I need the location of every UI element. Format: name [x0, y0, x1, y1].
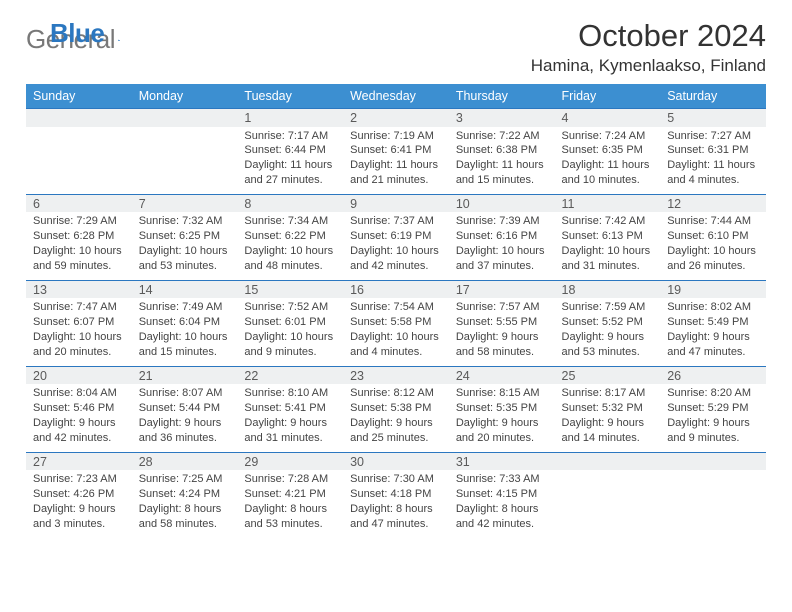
day-info-cell: Sunrise: 7:29 AMSunset: 6:28 PMDaylight:… [26, 212, 132, 280]
calendar-table: SundayMondayTuesdayWednesdayThursdayFrid… [26, 84, 766, 537]
day-info-cell: Sunrise: 8:20 AMSunset: 5:29 PMDaylight:… [660, 384, 766, 452]
day-number-cell: 5 [660, 109, 766, 127]
day-info-cell: Sunrise: 7:49 AMSunset: 6:04 PMDaylight:… [132, 298, 238, 366]
day-info-cell: Sunrise: 7:54 AMSunset: 5:58 PMDaylight:… [343, 298, 449, 366]
day-number-cell: 13 [26, 280, 132, 298]
location: Hamina, Kymenlaakso, Finland [531, 56, 766, 76]
day-number-cell [555, 452, 661, 470]
day-number-cell: 30 [343, 452, 449, 470]
day-number-cell: 6 [26, 194, 132, 212]
day-number-cell: 17 [449, 280, 555, 298]
day-number-row: 6789101112 [26, 194, 766, 212]
day-info-cell: Sunrise: 7:28 AMSunset: 4:21 PMDaylight:… [237, 470, 343, 537]
logo-text-blue: Blue [50, 18, 104, 49]
day-number-cell: 27 [26, 452, 132, 470]
day-info-cell: Sunrise: 8:04 AMSunset: 5:46 PMDaylight:… [26, 384, 132, 452]
day-info-cell: Sunrise: 7:52 AMSunset: 6:01 PMDaylight:… [237, 298, 343, 366]
page-title: October 2024 [531, 18, 766, 54]
day-number-cell: 11 [555, 194, 661, 212]
day-info-cell: Sunrise: 7:37 AMSunset: 6:19 PMDaylight:… [343, 212, 449, 280]
day-info-cell: Sunrise: 7:25 AMSunset: 4:24 PMDaylight:… [132, 470, 238, 537]
day-info-cell: Sunrise: 7:42 AMSunset: 6:13 PMDaylight:… [555, 212, 661, 280]
day-info-cell: Sunrise: 8:07 AMSunset: 5:44 PMDaylight:… [132, 384, 238, 452]
day-number-cell: 29 [237, 452, 343, 470]
day-of-week-row: SundayMondayTuesdayWednesdayThursdayFrid… [26, 84, 766, 109]
day-number-cell: 22 [237, 366, 343, 384]
day-number-cell: 14 [132, 280, 238, 298]
day-number-cell: 9 [343, 194, 449, 212]
day-info-cell: Sunrise: 8:17 AMSunset: 5:32 PMDaylight:… [555, 384, 661, 452]
day-number-row: 2728293031 [26, 452, 766, 470]
day-number-cell: 24 [449, 366, 555, 384]
day-info-cell [132, 127, 238, 195]
day-info-cell: Sunrise: 7:23 AMSunset: 4:26 PMDaylight:… [26, 470, 132, 537]
day-info-cell [555, 470, 661, 537]
day-info-cell: Sunrise: 7:44 AMSunset: 6:10 PMDaylight:… [660, 212, 766, 280]
day-info-cell: Sunrise: 7:39 AMSunset: 6:16 PMDaylight:… [449, 212, 555, 280]
day-number-cell: 16 [343, 280, 449, 298]
header: General Blue October 2024 Hamina, Kymenl… [26, 18, 766, 76]
day-info-cell: Sunrise: 8:12 AMSunset: 5:38 PMDaylight:… [343, 384, 449, 452]
day-number-cell: 10 [449, 194, 555, 212]
logo: General Blue [26, 24, 200, 55]
day-info-cell: Sunrise: 7:30 AMSunset: 4:18 PMDaylight:… [343, 470, 449, 537]
day-info-cell: Sunrise: 7:19 AMSunset: 6:41 PMDaylight:… [343, 127, 449, 195]
day-number-cell: 2 [343, 109, 449, 127]
day-number-row: 12345 [26, 109, 766, 127]
day-number-cell: 28 [132, 452, 238, 470]
day-info-row: Sunrise: 7:23 AMSunset: 4:26 PMDaylight:… [26, 470, 766, 537]
day-number-cell: 26 [660, 366, 766, 384]
day-number-cell: 31 [449, 452, 555, 470]
day-number-cell: 1 [237, 109, 343, 127]
day-number-cell: 4 [555, 109, 661, 127]
day-info-cell: Sunrise: 8:02 AMSunset: 5:49 PMDaylight:… [660, 298, 766, 366]
day-info-cell: Sunrise: 7:34 AMSunset: 6:22 PMDaylight:… [237, 212, 343, 280]
day-info-row: Sunrise: 7:29 AMSunset: 6:28 PMDaylight:… [26, 212, 766, 280]
day-number-cell: 3 [449, 109, 555, 127]
day-number-cell: 21 [132, 366, 238, 384]
day-info-row: Sunrise: 7:17 AMSunset: 6:44 PMDaylight:… [26, 127, 766, 195]
dow-header: Wednesday [343, 84, 449, 109]
day-number-row: 13141516171819 [26, 280, 766, 298]
day-info-cell: Sunrise: 7:33 AMSunset: 4:15 PMDaylight:… [449, 470, 555, 537]
day-info-cell: Sunrise: 7:24 AMSunset: 6:35 PMDaylight:… [555, 127, 661, 195]
dow-header: Tuesday [237, 84, 343, 109]
dow-header: Saturday [660, 84, 766, 109]
calendar-body: 12345 Sunrise: 7:17 AMSunset: 6:44 PMDay… [26, 109, 766, 538]
day-number-cell: 15 [237, 280, 343, 298]
day-number-cell: 19 [660, 280, 766, 298]
logo-mark-icon [118, 32, 120, 48]
day-number-cell: 8 [237, 194, 343, 212]
day-info-cell: Sunrise: 7:17 AMSunset: 6:44 PMDaylight:… [237, 127, 343, 195]
day-info-cell: Sunrise: 8:10 AMSunset: 5:41 PMDaylight:… [237, 384, 343, 452]
day-number-cell [660, 452, 766, 470]
day-number-cell: 18 [555, 280, 661, 298]
dow-header: Monday [132, 84, 238, 109]
day-info-cell: Sunrise: 7:32 AMSunset: 6:25 PMDaylight:… [132, 212, 238, 280]
day-info-cell: Sunrise: 7:27 AMSunset: 6:31 PMDaylight:… [660, 127, 766, 195]
day-info-cell: Sunrise: 7:22 AMSunset: 6:38 PMDaylight:… [449, 127, 555, 195]
dow-header: Friday [555, 84, 661, 109]
day-number-cell [132, 109, 238, 127]
day-info-cell: Sunrise: 7:47 AMSunset: 6:07 PMDaylight:… [26, 298, 132, 366]
day-number-cell: 23 [343, 366, 449, 384]
day-number-row: 20212223242526 [26, 366, 766, 384]
day-info-cell: Sunrise: 7:59 AMSunset: 5:52 PMDaylight:… [555, 298, 661, 366]
day-info-row: Sunrise: 7:47 AMSunset: 6:07 PMDaylight:… [26, 298, 766, 366]
day-info-row: Sunrise: 8:04 AMSunset: 5:46 PMDaylight:… [26, 384, 766, 452]
day-number-cell: 7 [132, 194, 238, 212]
day-number-cell [26, 109, 132, 127]
title-block: October 2024 Hamina, Kymenlaakso, Finlan… [531, 18, 766, 76]
day-number-cell: 25 [555, 366, 661, 384]
day-number-cell: 12 [660, 194, 766, 212]
dow-header: Sunday [26, 84, 132, 109]
dow-header: Thursday [449, 84, 555, 109]
day-info-cell [26, 127, 132, 195]
day-info-cell [660, 470, 766, 537]
day-info-cell: Sunrise: 7:57 AMSunset: 5:55 PMDaylight:… [449, 298, 555, 366]
day-info-cell: Sunrise: 8:15 AMSunset: 5:35 PMDaylight:… [449, 384, 555, 452]
day-number-cell: 20 [26, 366, 132, 384]
